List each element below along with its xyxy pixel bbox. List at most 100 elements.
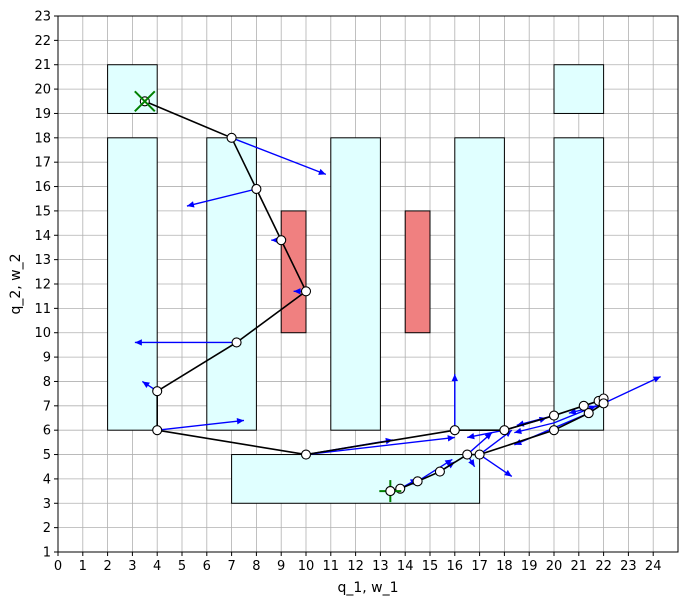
path-point xyxy=(300,286,312,297)
path-line xyxy=(144,100,605,492)
arrow-shaft xyxy=(603,375,661,405)
y-tick-label: 1 xyxy=(43,546,51,561)
y-tick-label: 20 xyxy=(34,83,51,98)
x-tick-label: 23 xyxy=(620,559,637,574)
arrow-shaft xyxy=(231,137,327,176)
arrow-shaft xyxy=(157,419,245,431)
y-tick-label: 17 xyxy=(34,156,51,171)
markers xyxy=(134,90,402,503)
velocity-arrow xyxy=(134,339,237,346)
path-point xyxy=(152,425,163,436)
x-tick-label: 6 xyxy=(203,559,211,574)
x-tick-label: 15 xyxy=(422,559,439,574)
arrow-head xyxy=(568,408,577,415)
y-tick-label: 23 xyxy=(34,10,51,25)
y-tick-label: 6 xyxy=(43,424,51,439)
x-tick-label: 24 xyxy=(645,559,662,574)
velocity-arrow xyxy=(603,375,661,405)
velocity-arrow xyxy=(479,453,513,478)
x-tick-label: 4 xyxy=(153,559,161,574)
y-tick-label: 7 xyxy=(43,399,51,414)
arrow-head xyxy=(447,435,455,442)
x-ticks: 0 1 2 3 4 5 6 7 8 9 10 11 12 13 14 15 16 17 18 19 20 21 22 23 24 xyxy=(54,552,662,574)
x-tick-label: 0 xyxy=(54,559,62,574)
region-rect xyxy=(107,137,158,431)
x-tick-label: 1 xyxy=(79,559,87,574)
velocity-arrow xyxy=(157,418,245,431)
path-point xyxy=(499,425,510,436)
arrow-head xyxy=(444,459,453,466)
path-point xyxy=(449,425,460,436)
x-tick-label: 12 xyxy=(347,559,364,574)
y-tick-label: 15 xyxy=(34,204,51,219)
path-point xyxy=(598,398,609,409)
arrow-head xyxy=(468,459,475,467)
velocity-arrow xyxy=(231,137,327,176)
y-tick-label: 9 xyxy=(43,351,51,366)
path-point xyxy=(226,132,237,143)
region-rect xyxy=(330,137,381,431)
path-point xyxy=(578,400,589,411)
arrow-head xyxy=(467,433,475,440)
y-tick-label: 22 xyxy=(34,34,51,49)
velocity-arrow xyxy=(186,188,257,208)
path-point xyxy=(300,449,312,460)
velocity-arrow xyxy=(451,374,458,431)
path-point xyxy=(231,337,242,348)
velocity-arrow xyxy=(467,429,505,440)
velocity-arrow xyxy=(417,458,453,482)
regions xyxy=(107,64,605,504)
obstacles xyxy=(280,210,431,334)
y-tick-label: 12 xyxy=(34,278,51,293)
x-tick-label: 18 xyxy=(496,559,513,574)
path-point xyxy=(276,235,287,246)
y-tick-label: 11 xyxy=(34,302,51,317)
y-tick-label: 2 xyxy=(43,521,51,536)
x-tick-label: 19 xyxy=(521,559,538,574)
path-point xyxy=(251,183,262,195)
x-tick-label: 2 xyxy=(103,559,111,574)
x-tick-label: 11 xyxy=(323,559,340,574)
path-point xyxy=(583,408,594,419)
x-tick-label: 5 xyxy=(178,559,186,574)
y-tick-label: 19 xyxy=(34,107,51,122)
y-tick-label: 14 xyxy=(34,229,51,244)
x-tick-label: 9 xyxy=(277,559,285,574)
goal-point xyxy=(385,486,396,497)
y-tick-label: 21 xyxy=(34,58,51,73)
path-point xyxy=(548,425,560,436)
x-tick-label: 10 xyxy=(298,559,315,574)
region-rect xyxy=(206,137,257,431)
velocity-arrow xyxy=(514,422,555,435)
region-rect xyxy=(553,137,605,431)
path-point xyxy=(434,466,445,477)
velocity-arrow xyxy=(305,435,455,456)
path-point xyxy=(152,386,163,397)
region-rect xyxy=(231,454,481,504)
obstacle-rect xyxy=(404,210,431,334)
x-tick-label: 7 xyxy=(227,559,235,574)
x-tick-label: 14 xyxy=(397,559,414,574)
x-axis-label: q_1, w_1 xyxy=(337,580,398,596)
path-point xyxy=(462,449,473,460)
arrow-head xyxy=(451,374,458,382)
y-tick-label: 16 xyxy=(34,180,51,195)
obstacle-rect xyxy=(280,210,307,334)
x-tick-label: 8 xyxy=(252,559,260,574)
arrow-shaft xyxy=(305,436,455,456)
y-tick-label: 5 xyxy=(43,448,51,463)
arrow-head xyxy=(236,418,244,425)
y-axis-label: q_2, w_2 xyxy=(8,253,24,314)
region-rect xyxy=(553,64,605,114)
path-point xyxy=(412,476,423,487)
start-marker-stroke xyxy=(134,90,156,112)
y-tick-label: 18 xyxy=(34,131,51,146)
x-tick-label: 22 xyxy=(595,559,612,574)
arrow-head xyxy=(293,288,301,295)
path-point xyxy=(548,410,560,421)
arrow-head xyxy=(186,201,195,208)
x-tick-label: 21 xyxy=(571,559,588,574)
y-tick-label: 10 xyxy=(34,326,51,341)
x-tick-label: 13 xyxy=(372,559,389,574)
arrow-head xyxy=(504,469,512,477)
